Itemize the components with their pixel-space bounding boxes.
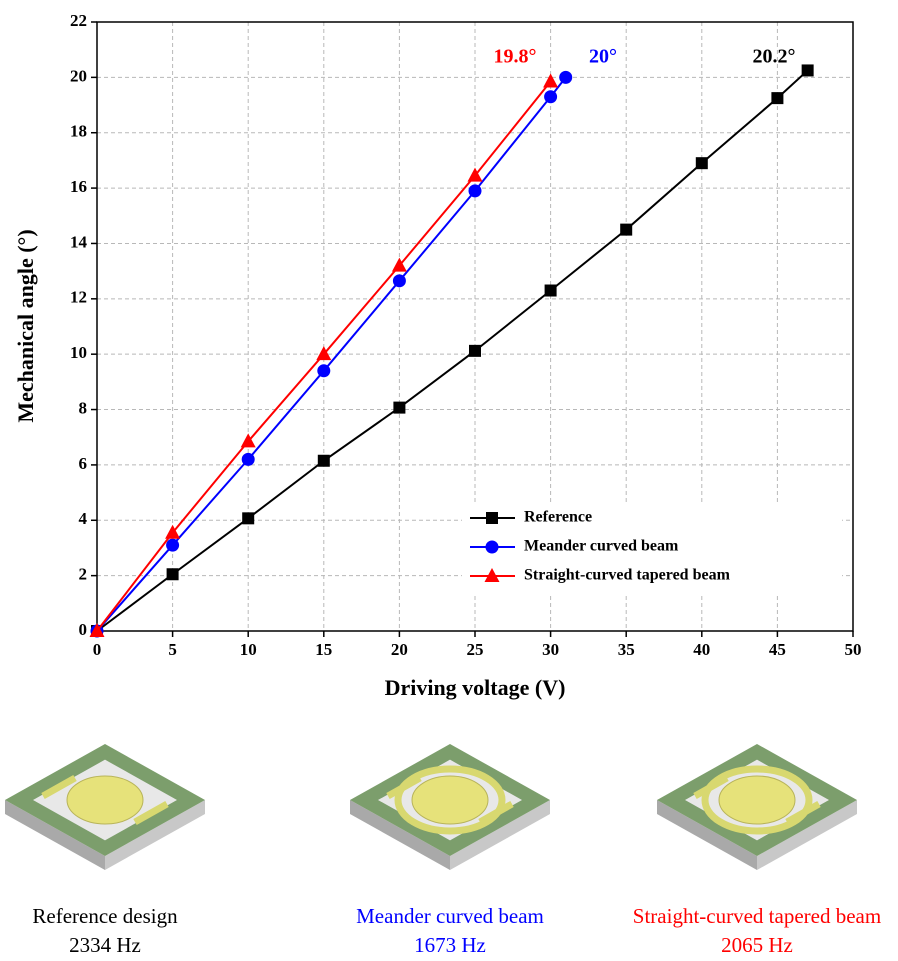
annotation: 20°: [589, 46, 617, 68]
y-tick-label: 16: [70, 177, 87, 196]
marker: [620, 224, 632, 236]
marker: [559, 71, 572, 84]
panel-frequency: 2334 Hz: [69, 933, 141, 957]
legend-label: Reference: [524, 509, 592, 526]
marker: [242, 453, 255, 466]
marker: [545, 285, 557, 297]
x-tick-label: 15: [315, 640, 332, 659]
legend-label: Meander curved beam: [524, 538, 679, 555]
y-tick-label: 0: [79, 620, 88, 639]
device-illustration: [5, 744, 205, 870]
annotation: 20.2°: [753, 46, 796, 68]
x-tick-label: 25: [467, 640, 484, 659]
y-tick-label: 2: [79, 565, 88, 584]
x-tick-label: 5: [168, 640, 177, 659]
y-tick-label: 20: [70, 66, 87, 85]
x-tick-label: 50: [845, 640, 862, 659]
panel-caption: Meander curved beam: [356, 904, 544, 928]
panel-frequency: 2065 Hz: [721, 933, 793, 957]
marker: [167, 568, 179, 580]
device-mirror: [67, 776, 143, 824]
device-mirror: [719, 776, 795, 824]
marker: [544, 90, 557, 103]
x-tick-label: 40: [693, 640, 710, 659]
x-tick-label: 0: [93, 640, 102, 659]
y-tick-label: 10: [70, 343, 87, 362]
marker: [771, 92, 783, 104]
marker: [393, 402, 405, 414]
panel-frequency: 1673 Hz: [414, 933, 486, 957]
marker: [318, 455, 330, 467]
x-tick-label: 30: [542, 640, 559, 659]
y-tick-label: 18: [70, 122, 87, 141]
marker: [469, 184, 482, 197]
marker: [166, 539, 179, 552]
x-tick-label: 10: [240, 640, 257, 659]
y-tick-label: 8: [79, 398, 88, 417]
x-tick-label: 35: [618, 640, 635, 659]
y-axis-label: Mechanical angle (°): [13, 229, 38, 422]
marker: [543, 74, 558, 88]
marker: [242, 512, 254, 524]
y-tick-label: 22: [70, 11, 87, 30]
x-tick-label: 45: [769, 640, 786, 659]
legend-label: Straight-curved tapered beam: [524, 567, 731, 584]
device-mirror: [412, 776, 488, 824]
figure: Driving voltage (V) Mechanical angle (°)…: [0, 0, 898, 961]
y-tick-label: 12: [70, 288, 87, 307]
x-tick-label: 20: [391, 640, 408, 659]
panel-caption: Reference design: [32, 904, 178, 928]
device-illustration: [350, 744, 550, 870]
device-illustration: [657, 744, 857, 870]
marker: [317, 364, 330, 377]
legend: Reference Meander curved beam Straight-cur…: [462, 503, 842, 593]
y-tick-label: 4: [79, 509, 88, 528]
marker: [696, 157, 708, 169]
y-tick-label: 6: [79, 454, 88, 473]
marker: [802, 64, 814, 76]
legend-marker: [486, 541, 499, 554]
y-tick-label: 14: [70, 232, 88, 251]
x-axis-label: Driving voltage (V): [385, 675, 566, 700]
annotation: 19.8°: [494, 46, 537, 68]
legend-marker: [486, 512, 498, 524]
marker: [469, 345, 481, 357]
marker: [393, 274, 406, 287]
panel-caption: Straight-curved tapered beam: [633, 904, 881, 928]
